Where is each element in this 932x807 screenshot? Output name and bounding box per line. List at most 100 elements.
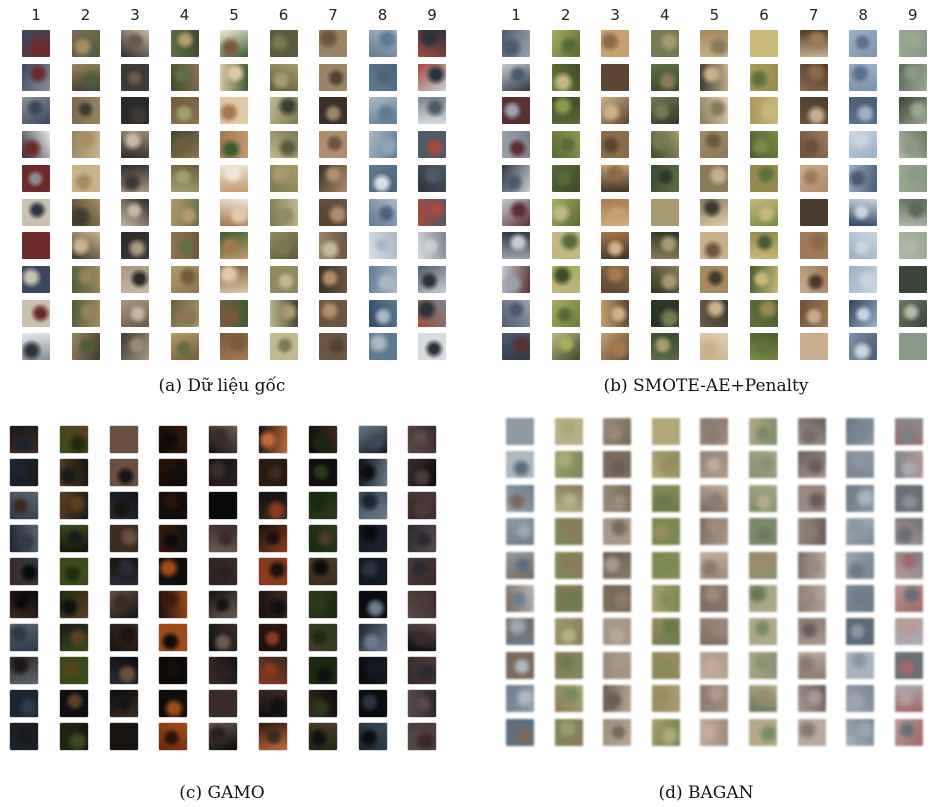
column-number-6: 6 [278, 6, 289, 24]
sample-image [749, 451, 777, 479]
sample-image [502, 164, 530, 192]
sample-image [408, 492, 437, 519]
sample-image [799, 63, 828, 91]
sample-image [71, 299, 100, 327]
sample-image [551, 198, 580, 226]
sample-image [551, 30, 580, 57]
sample-image [797, 451, 826, 479]
sample-image [797, 418, 826, 445]
sample-image [10, 525, 38, 552]
sample-image [601, 164, 630, 192]
sample-image [894, 618, 923, 646]
sample-image [506, 484, 534, 512]
sample-image [799, 333, 828, 361]
sample-image [22, 30, 50, 57]
sample-image [898, 30, 927, 57]
sample-image [109, 624, 138, 651]
sample-image [749, 418, 777, 445]
sample-image [170, 333, 199, 361]
sample-image [109, 459, 138, 486]
sample-image [418, 232, 446, 260]
sample-image [554, 418, 583, 445]
sample-image [846, 451, 875, 479]
column-number-1: 1 [31, 6, 41, 24]
sample-image [894, 418, 923, 445]
sample-image [603, 551, 632, 579]
sample-image [59, 558, 88, 585]
sample-image [121, 299, 149, 327]
sample-image [259, 525, 287, 552]
sample-image [10, 690, 38, 717]
sample-image [319, 265, 347, 293]
column-number-3: 3 [130, 6, 140, 24]
sample-image [159, 459, 188, 486]
panel-c [8, 416, 448, 776]
sample-image [319, 63, 347, 91]
sample-image [121, 198, 149, 226]
column-number-9: 9 [908, 6, 918, 24]
sample-image [308, 723, 337, 750]
sample-image [209, 723, 238, 750]
sample-image [700, 30, 729, 57]
sample-image [220, 299, 248, 327]
sample-image [319, 30, 347, 57]
sample-image [159, 525, 188, 552]
sample-image [846, 418, 875, 445]
sample-image [603, 651, 632, 679]
sample-image [894, 585, 923, 612]
panel-caption: (b) SMOTE-AE+Penalty [603, 376, 809, 396]
sample-image [502, 232, 530, 260]
sample-image [506, 651, 534, 679]
column-number-7: 7 [808, 6, 819, 24]
sample-image [358, 459, 387, 486]
sample-image [898, 265, 927, 293]
sample-image [894, 484, 923, 512]
sample-image [799, 164, 828, 192]
sample-image [308, 624, 337, 651]
panel-caption: (c) GAMO [179, 783, 265, 803]
sample-image [750, 265, 778, 293]
sample-image [259, 657, 287, 684]
sample-image [846, 585, 875, 612]
sample-image [797, 618, 826, 646]
sample-image [502, 30, 530, 57]
sample-image [554, 451, 583, 479]
sample-image [554, 718, 583, 746]
sample-image [368, 299, 397, 327]
sample-image [551, 265, 580, 293]
sample-image [849, 299, 878, 327]
sample-image [22, 97, 50, 125]
sample-image [502, 299, 530, 327]
sample-image [601, 198, 630, 226]
sample-image [159, 690, 188, 717]
sample-image [554, 551, 583, 579]
sample-image [749, 718, 777, 746]
sample-image [601, 131, 630, 159]
sample-image [651, 651, 680, 679]
sample-image [700, 164, 729, 192]
sample-image [603, 518, 632, 546]
sample-image [849, 198, 878, 226]
sample-image [220, 164, 248, 192]
sample-image [846, 718, 875, 746]
sample-image [59, 525, 88, 552]
sample-image [368, 198, 397, 226]
sample-image [358, 723, 387, 750]
sample-image [259, 591, 287, 618]
sample-image [506, 451, 534, 479]
sample-image [898, 97, 927, 125]
sample-image [159, 426, 188, 453]
sample-image [121, 164, 149, 192]
sample-image [750, 164, 778, 192]
sample-image [358, 492, 387, 519]
sample-image [319, 232, 347, 260]
sample-image [506, 551, 534, 579]
sample-image [601, 63, 630, 91]
sample-image [269, 265, 298, 293]
sample-image [10, 657, 38, 684]
sample-image [700, 585, 729, 612]
sample-image [109, 558, 138, 585]
sample-image [502, 265, 530, 293]
column-number-8: 8 [858, 6, 868, 24]
sample-image [408, 657, 437, 684]
